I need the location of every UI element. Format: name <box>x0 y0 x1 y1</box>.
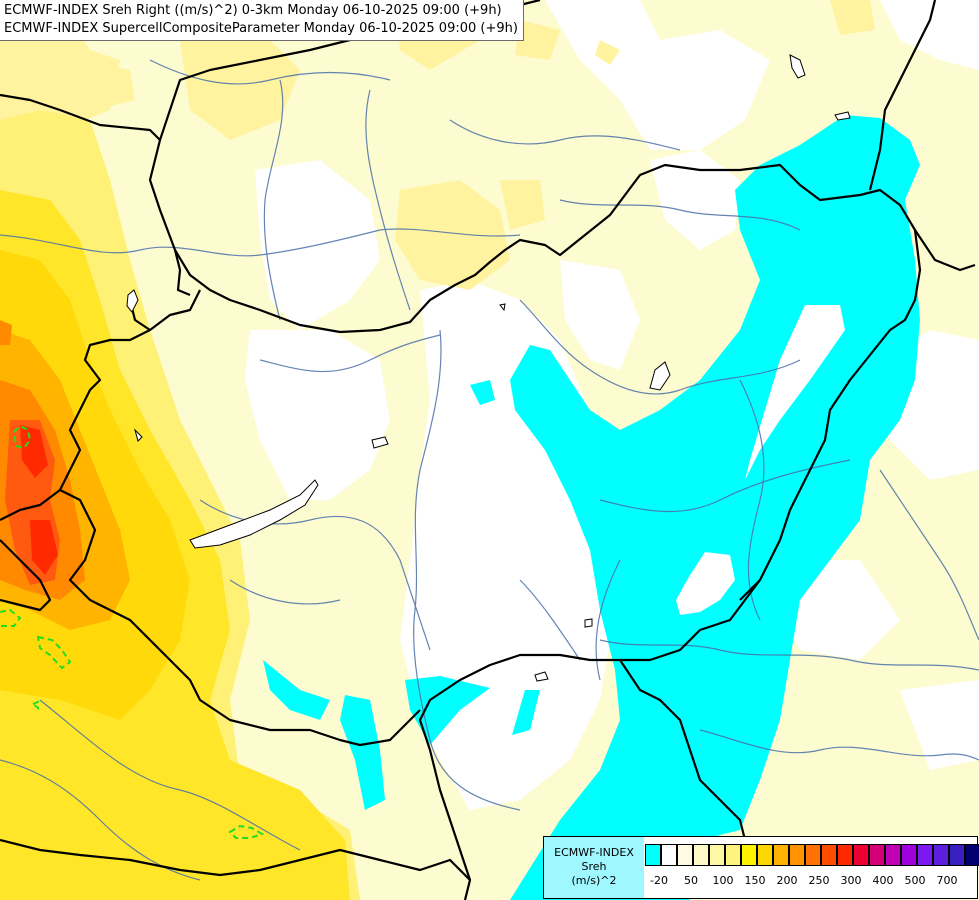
legend-swatch <box>693 844 709 866</box>
legend-swatch <box>885 844 901 866</box>
title-line-2: ECMWF-INDEX SupercellCompositeParameter … <box>4 21 518 36</box>
legend-tick-label: 200 <box>776 874 798 887</box>
legend-swatch <box>949 844 965 866</box>
legend-swatch <box>757 844 773 866</box>
lakes <box>126 54 851 682</box>
legend-tick-label: -20 <box>650 874 668 887</box>
legend-header: ECMWF-INDEX Sreh (m/s)^2 <box>544 837 644 898</box>
legend-swatch <box>901 844 917 866</box>
map-title-box: ECMWF-INDEX Sreh Right ((m/s)^2) 0-3km M… <box>0 0 524 41</box>
legend-swatch <box>917 844 933 866</box>
color-legend: ECMWF-INDEX Sreh (m/s)^2 -20 50 100 150 200 2… <box>543 836 979 899</box>
legend-tick-label: 150 <box>744 874 766 887</box>
legend-swatch <box>677 844 693 866</box>
legend-tick-label: 250 <box>808 874 830 887</box>
legend-swatch <box>965 844 979 866</box>
supercell-contours <box>0 424 265 839</box>
legend-swatch <box>725 844 741 866</box>
field-white <box>245 0 979 830</box>
legend-swatches <box>645 844 979 866</box>
legend-swatch <box>661 844 677 866</box>
legend-source: ECMWF-INDEX <box>554 846 634 859</box>
legend-variable: Sreh <box>581 860 607 873</box>
legend-tick-label: 400 <box>872 874 894 887</box>
legend-ticks: -20 50 100 150 200 250 300 400 500 700 <box>645 874 975 890</box>
legend-swatch <box>709 844 725 866</box>
legend-swatch <box>821 844 837 866</box>
title-line-1: ECMWF-INDEX Sreh Right ((m/s)^2) 0-3km M… <box>4 3 502 18</box>
legend-unit: (m/s)^2 <box>571 874 617 887</box>
legend-swatch <box>933 844 949 866</box>
legend-tick-label: 500 <box>904 874 926 887</box>
legend-tick-label: 50 <box>684 874 698 887</box>
legend-tick-label: 100 <box>712 874 734 887</box>
legend-tick-label: 700 <box>936 874 958 887</box>
legend-swatch <box>773 844 789 866</box>
legend-swatch <box>645 844 661 866</box>
field-white-holes <box>676 305 845 615</box>
rivers <box>0 59 979 881</box>
legend-swatch <box>837 844 853 866</box>
legend-swatch <box>741 844 757 866</box>
legend-swatch <box>853 844 869 866</box>
legend-swatch <box>789 844 805 866</box>
legend-swatch <box>869 844 885 866</box>
legend-swatch <box>805 844 821 866</box>
legend-tick-label: 300 <box>840 874 862 887</box>
